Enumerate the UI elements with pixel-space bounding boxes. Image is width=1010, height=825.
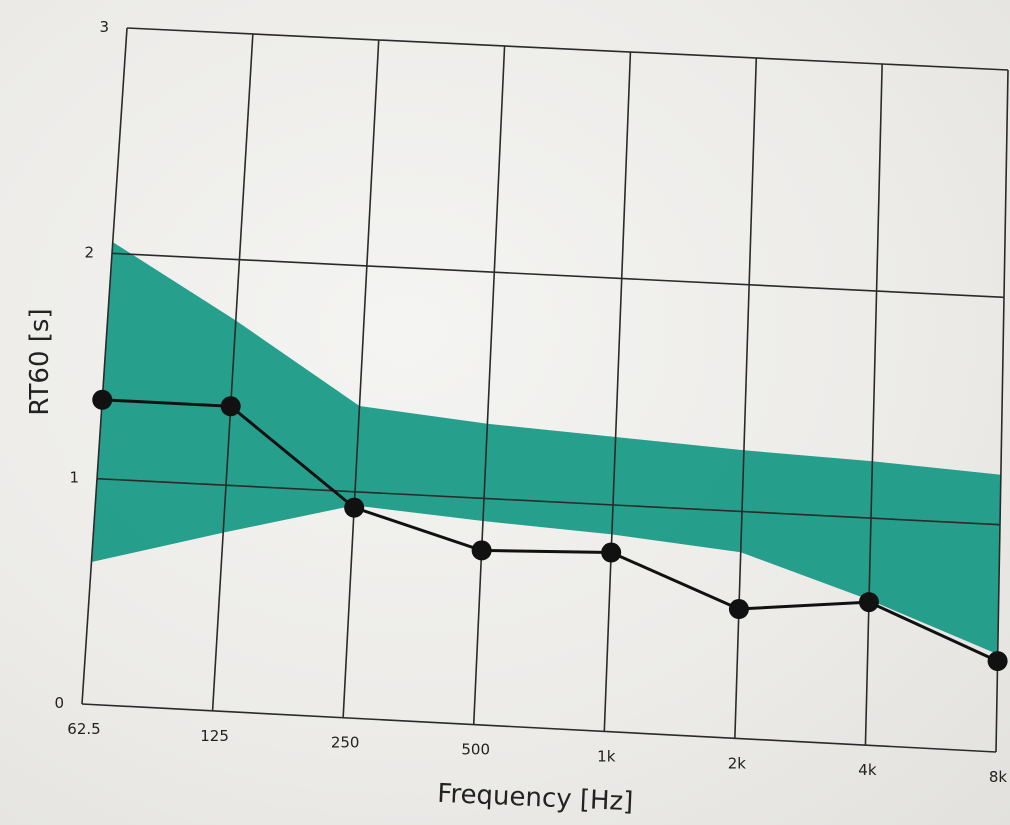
rt60-data-point [728,599,749,620]
rt60-data-point [471,540,492,561]
x-tick-label: 250 [331,734,360,752]
y-tick-label: 0 [54,694,64,712]
tolerance-band [91,242,1001,655]
tick-label-layer: 62.5 125 250 500 1k 2k 4k 8k 0 1 2 3 [54,18,1007,786]
x-tick-label: 500 [461,741,490,759]
y-tick-label: 1 [69,469,79,487]
grid-line-horizontal [111,252,1005,299]
x-tick-label: 4k [858,761,877,779]
rt60-data-point [858,592,879,613]
grid-line-vertical [603,51,632,732]
grid-line-vertical [81,27,128,705]
grid-layer [81,27,1009,753]
x-axis-label: Frequency [Hz] [437,779,634,818]
grid-line-vertical [864,63,883,746]
grid-line-vertical [342,39,380,718]
rt60-data-point [344,497,365,518]
x-tick-label: 62.5 [67,720,100,738]
series-layer [92,389,1008,672]
rt60-data-point [220,396,241,417]
grid-line-vertical [734,57,758,739]
grid-line-horizontal [81,703,997,753]
y-tick-label: 3 [99,18,109,36]
rt60-data-point [987,651,1008,672]
rt60-series-line [102,398,999,663]
x-tick-label: 8k [989,768,1008,786]
y-tick-label: 2 [84,243,94,261]
grid-line-vertical [995,69,1009,753]
x-tick-label: 1k [597,747,616,765]
x-tick-label: 2k [728,754,747,772]
x-tick-label: 125 [200,727,229,745]
rt60-data-point [601,542,622,563]
tolerance-band-layer [91,242,1001,655]
y-axis-label: RT60 [s] [25,308,55,415]
grid-line-vertical [472,45,506,725]
grid-line-horizontal [126,27,1009,71]
rt60-data-point [92,389,113,410]
grid-line-vertical [211,33,254,711]
grid-line-horizontal [96,477,1001,526]
